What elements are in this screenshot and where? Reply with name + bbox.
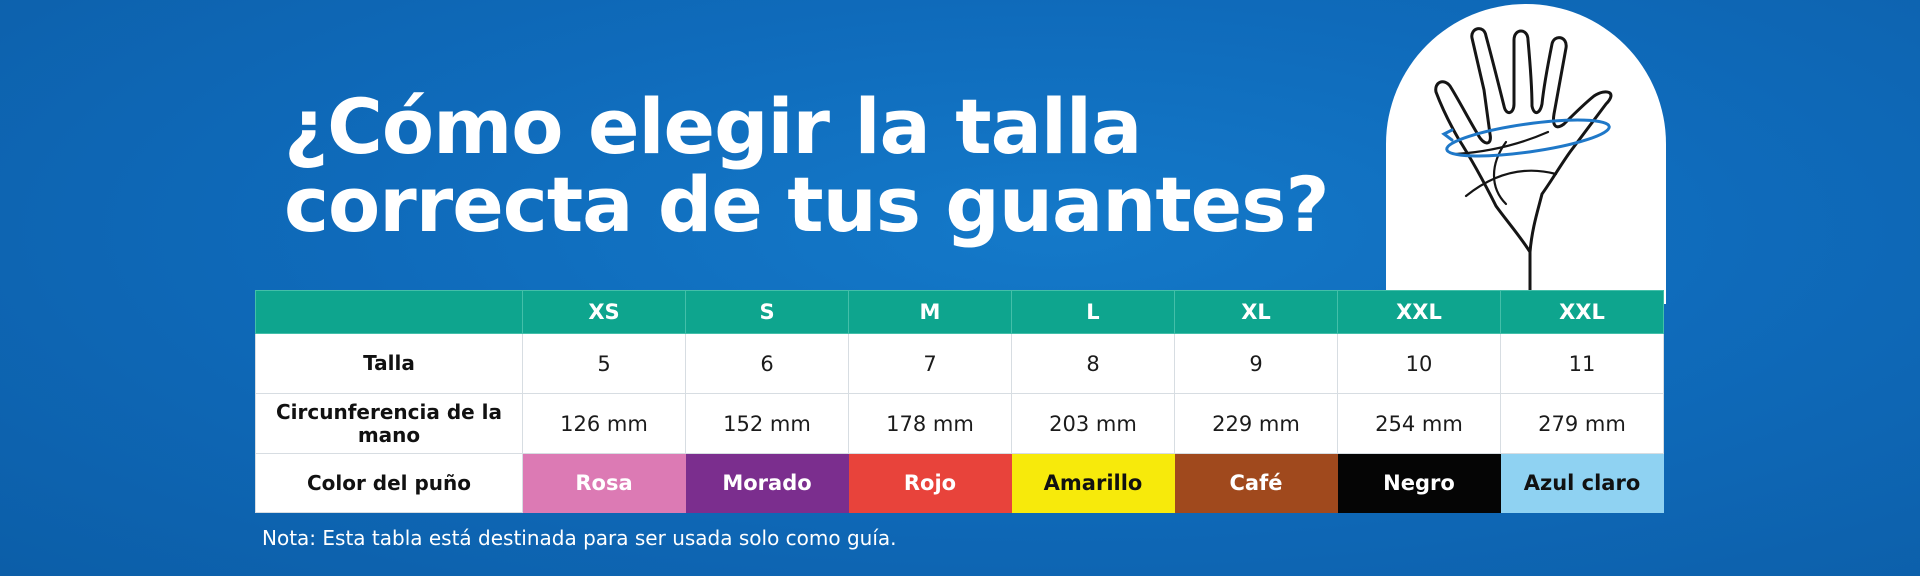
size-header: S [685, 290, 849, 334]
table-cell: 126 mm [522, 393, 686, 454]
row-label: Color del puño [255, 453, 523, 513]
title-line-1: ¿Cómo elegir la talla [284, 82, 1142, 171]
table-cell: 203 mm [1011, 393, 1175, 454]
cuff-color-swatch: Rosa [522, 453, 686, 513]
table-cell: 9 [1174, 333, 1338, 394]
cuff-color-swatch: Azul claro [1500, 453, 1664, 513]
table-cell: 178 mm [848, 393, 1012, 454]
page-title: ¿Cómo elegir la talla correcta de tus gu… [284, 82, 1330, 249]
row-label: Talla [255, 333, 523, 394]
cuff-color-swatch: Amarillo [1011, 453, 1175, 513]
table-cell: 254 mm [1337, 393, 1501, 454]
table-cell: 10 [1337, 333, 1501, 394]
disclaimer-note: Nota: Esta tabla está destinada para ser… [262, 526, 897, 550]
cuff-color-swatch: Negro [1337, 453, 1501, 513]
cuff-color-swatch: Café [1174, 453, 1338, 513]
hand-measure-icon [1434, 27, 1613, 304]
cuff-color-swatch: Rojo [848, 453, 1012, 513]
size-header: L [1011, 290, 1175, 334]
size-header: M [848, 290, 1012, 334]
table-cell: 152 mm [685, 393, 849, 454]
table-row-color-puno: Color del puño Rosa Morado Rojo Amarillo… [255, 453, 1664, 513]
table-cell: 279 mm [1500, 393, 1664, 454]
table-cell: 8 [1011, 333, 1175, 394]
table-cell: 5 [522, 333, 686, 394]
size-header: XXL [1337, 290, 1501, 334]
row-label: Circunferencia de la mano [255, 393, 523, 454]
header-corner-cell [255, 290, 523, 334]
table-cell: 229 mm [1174, 393, 1338, 454]
size-header: XXL [1500, 290, 1664, 334]
size-header: XS [522, 290, 686, 334]
hand-illustration-card [1386, 4, 1666, 304]
title-line-2: correcta de tus guantes? [284, 160, 1330, 249]
size-header: XL [1174, 290, 1338, 334]
table-row-talla: Talla 5 6 7 8 9 10 11 [255, 333, 1664, 394]
size-header-row: XS S M L XL XXL XXL [255, 290, 1664, 334]
table-cell: 11 [1500, 333, 1664, 394]
cuff-color-swatch: Morado [685, 453, 849, 513]
table-cell: 7 [848, 333, 1012, 394]
size-chart-table: XS S M L XL XXL XXL Talla 5 6 7 8 9 10 1… [255, 290, 1664, 513]
table-cell: 6 [685, 333, 849, 394]
table-row-circunferencia: Circunferencia de la mano 126 mm 152 mm … [255, 393, 1664, 454]
